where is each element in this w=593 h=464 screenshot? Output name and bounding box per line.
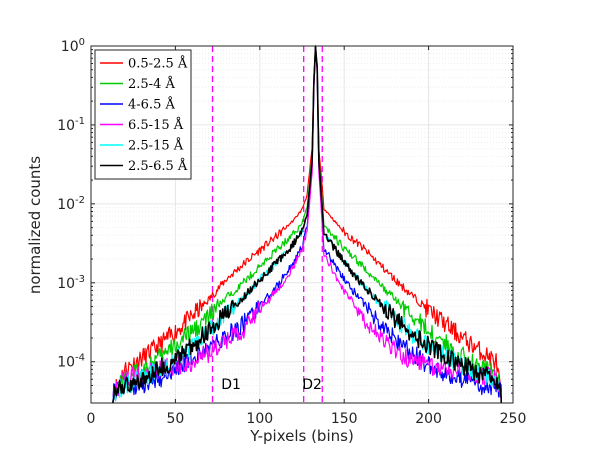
axis-ticks: 0 50 100 150 200 250 10-4 10-3 10-2 10-1 100 [57, 37, 526, 427]
series-line-6 [112, 45, 502, 404]
x-tick-label: 50 [166, 411, 184, 427]
legend-box [94, 49, 192, 180]
y-tick-label: 10-2 [57, 195, 85, 213]
x-tick-label: 0 [87, 411, 96, 427]
y-axis-label: normalized counts [26, 156, 44, 294]
x-axis-label: Y-pixels (bins) [249, 427, 354, 445]
series-line-1 [112, 44, 502, 404]
y-tick-label: 10-3 [57, 274, 85, 292]
x-tick-label: 150 [331, 411, 358, 427]
legend-entry: 2.5-15 Å [128, 138, 184, 154]
annotation-label: D2 [302, 377, 322, 393]
y-tick-label: 10-4 [57, 353, 85, 371]
legend: 0.5-2.5 Å 2.5-4 Å 4-6.5 Å 6.5-15 Å 2.5-15 Å 2… [94, 49, 192, 180]
annotations: D1 D2 [221, 377, 322, 393]
y-tick-label: 100 [61, 37, 85, 55]
annotation-label: D1 [221, 377, 241, 393]
legend-entry: 0.5-2.5 Å [128, 56, 188, 72]
legend-entry: 6.5-15 Å [128, 117, 184, 133]
series-line-4 [112, 46, 502, 404]
x-tick-label: 250 [500, 411, 527, 427]
x-tick-label: 200 [415, 411, 442, 427]
y-tick-label: 10-1 [57, 116, 85, 134]
plot-frame [90, 45, 514, 404]
legend-entry: 4-6.5 Å [128, 97, 175, 113]
series-lines [112, 44, 502, 404]
x-tick-label: 100 [246, 411, 273, 427]
legend-entry: 2.5-4 Å [128, 76, 175, 92]
legend-entry: 2.5-6.5 Å [128, 158, 188, 174]
